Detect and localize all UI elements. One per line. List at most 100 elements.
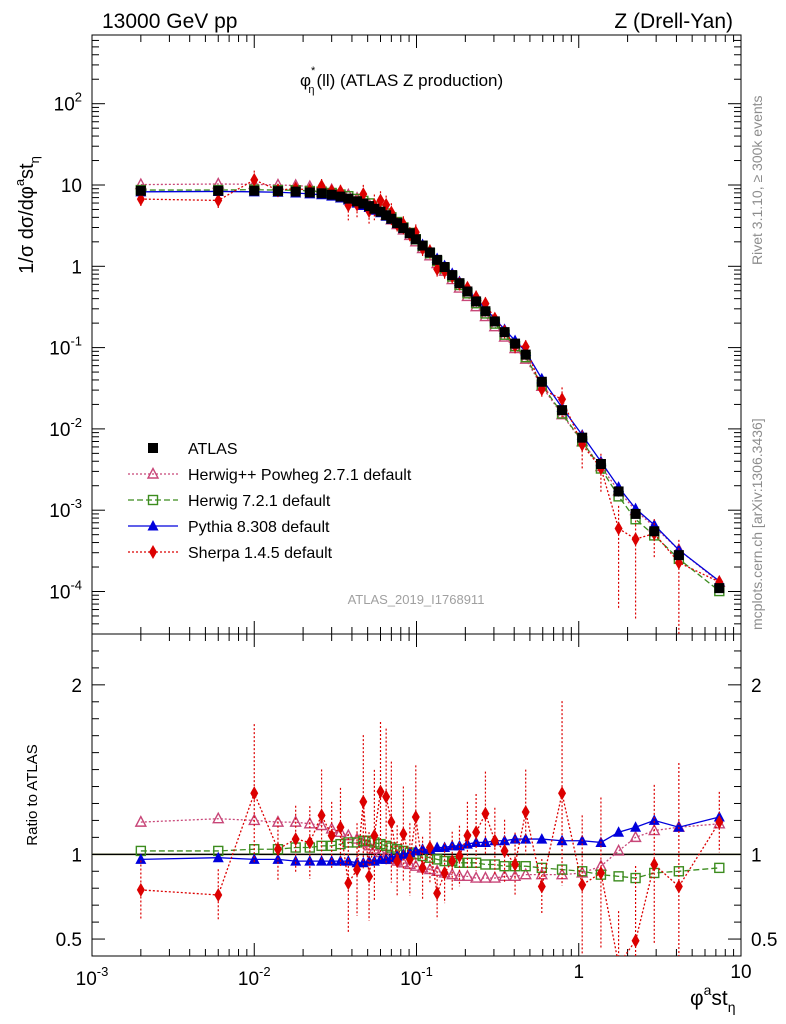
sherpa-ratio-point bbox=[448, 854, 457, 869]
analysis-watermark: ATLAS_2019_I1768911 bbox=[348, 592, 485, 607]
sherpa-ratio-point bbox=[136, 882, 145, 897]
sherpa-ratio-point bbox=[455, 849, 464, 864]
atlas-data-point bbox=[410, 234, 421, 245]
pythia-ratio-point bbox=[479, 836, 491, 847]
herwig-ratio-point bbox=[446, 867, 459, 880]
atlas-data-point bbox=[630, 508, 641, 519]
y-tick-label-exp: -1 bbox=[70, 334, 82, 349]
atlas-data-point bbox=[335, 191, 346, 202]
y-tick-label-exp: -4 bbox=[70, 577, 82, 592]
atlas-data-point bbox=[595, 458, 606, 469]
sherpa-ratio-point bbox=[674, 879, 683, 894]
pythia-ratio-point bbox=[342, 855, 354, 866]
sherpa-ratio-point bbox=[344, 876, 353, 891]
x-tick-label: 10 bbox=[730, 962, 751, 983]
sherpa-ratio-point bbox=[273, 842, 282, 857]
atlas-data-point bbox=[439, 262, 450, 273]
atlas-data-point bbox=[673, 550, 684, 561]
y-tick-label-exp: 2 bbox=[75, 90, 82, 105]
atlas-data-point bbox=[375, 206, 386, 217]
pythia-ratio-point bbox=[248, 853, 260, 864]
ratio-tick-label: 0.5 bbox=[56, 930, 82, 951]
x-axis-label: φastη bbox=[690, 982, 736, 1015]
herwig-ratio-point bbox=[409, 859, 422, 871]
ratio-tick-label-right: 0.5 bbox=[751, 930, 777, 951]
herwig-ratio-point bbox=[461, 869, 474, 882]
plot-title: φ* η (ll) (ATLAS Z production) bbox=[300, 65, 503, 96]
y-tick-label: 10-4 bbox=[49, 577, 82, 603]
herwig-ratio-point bbox=[488, 871, 502, 883]
sherpa-ratio-point bbox=[214, 887, 223, 902]
atlas-data-point bbox=[304, 187, 315, 198]
sherpa-ratio-point bbox=[336, 820, 345, 835]
herwig-ratio-point bbox=[629, 830, 642, 843]
pythia-ratio-point bbox=[212, 851, 224, 863]
sherpa-ratio-point bbox=[387, 815, 396, 830]
pythia-ratio-point bbox=[556, 834, 568, 846]
x-axis-label-rest: st bbox=[711, 987, 728, 1010]
atlas-data-point bbox=[386, 213, 397, 224]
y-tick-label: 102 bbox=[54, 90, 82, 116]
herwig-ratio-point bbox=[469, 871, 483, 883]
header-right-title: Z (Drell-Yan) bbox=[614, 10, 733, 33]
sherpa-main-point bbox=[558, 392, 567, 407]
herwig-ratio-point bbox=[612, 843, 625, 856]
pythia-ratio-point bbox=[290, 855, 302, 866]
pythia-ratio-point bbox=[431, 841, 443, 853]
herwig-ratio-point bbox=[519, 867, 532, 880]
sherpa-ratio-point bbox=[472, 825, 481, 840]
atlas-data-point bbox=[272, 186, 283, 197]
atlas-data-point bbox=[510, 338, 521, 349]
atlas-data-point bbox=[613, 486, 624, 497]
legend-label-atlas: ATLAS bbox=[188, 441, 238, 458]
pythia-ratio-point bbox=[630, 821, 642, 832]
plot-title-main: φ bbox=[300, 71, 311, 90]
atlas-data-point bbox=[471, 296, 482, 307]
sherpa-ratio-point bbox=[433, 886, 442, 901]
sherpa-ratio-point bbox=[411, 810, 420, 825]
ratio-tick-label: 1 bbox=[71, 845, 82, 866]
ratio-y-axis-label: Ratio to ATLAS bbox=[24, 744, 41, 845]
y-tick-label: 1 bbox=[71, 257, 82, 278]
x-tick-label: 10-3 bbox=[76, 964, 109, 990]
atlas-data-point bbox=[557, 405, 568, 416]
sherpa-ratio-point bbox=[521, 804, 530, 819]
sherpa-ratio-point bbox=[393, 854, 402, 869]
atlas-data-point bbox=[649, 526, 660, 537]
x-tick-label: 10-1 bbox=[400, 964, 433, 990]
x-axis-label-main: φ bbox=[690, 987, 704, 1010]
atlas-data-point bbox=[352, 196, 363, 207]
atlas-data-point bbox=[417, 240, 428, 251]
sherpa-ratio-point bbox=[463, 828, 472, 843]
atlas-data-point bbox=[714, 583, 725, 594]
herwig-ratio-point bbox=[714, 862, 725, 874]
sherpa-ratio-point bbox=[578, 877, 587, 892]
ratio-plot-area bbox=[92, 701, 741, 956]
atlas-data-point bbox=[520, 349, 531, 360]
y-tick-label: 10-3 bbox=[49, 496, 82, 522]
y-tick-label-exp: -3 bbox=[70, 496, 82, 511]
herwig-ratio-point bbox=[613, 871, 624, 882]
y-tick-label: 10-1 bbox=[49, 334, 82, 360]
sherpa-ratio-point bbox=[500, 843, 509, 858]
ratio-tick-label-right: 1 bbox=[751, 845, 762, 866]
sherpa-ratio-point bbox=[305, 835, 314, 850]
atlas-data-point bbox=[398, 223, 409, 234]
y-tick-label: 10-2 bbox=[49, 415, 82, 441]
sherpa-ratio-point bbox=[537, 879, 546, 894]
herwig-ratio-point bbox=[508, 869, 522, 882]
sherpa-ratio-point bbox=[440, 865, 449, 880]
sherpa-ratio-point bbox=[425, 840, 434, 855]
atlas-data-point bbox=[135, 185, 146, 196]
main-plot-area bbox=[134, 170, 726, 634]
sherpa-main-point bbox=[614, 521, 623, 536]
sherpa-ratio-point bbox=[399, 826, 408, 841]
sherpa-ratio-point bbox=[631, 933, 640, 948]
atlas-data-point bbox=[358, 198, 369, 209]
axes-group: 10-3 10-2 10-1 1 10 10-4 10-3 10-2 10-1 1 10 102 0.5… bbox=[49, 34, 777, 990]
sherpa-ratio-point bbox=[370, 828, 379, 843]
x-tick-label: 10-2 bbox=[238, 964, 271, 990]
atlas-data-point bbox=[392, 218, 403, 229]
atlas-data-point bbox=[462, 286, 473, 297]
